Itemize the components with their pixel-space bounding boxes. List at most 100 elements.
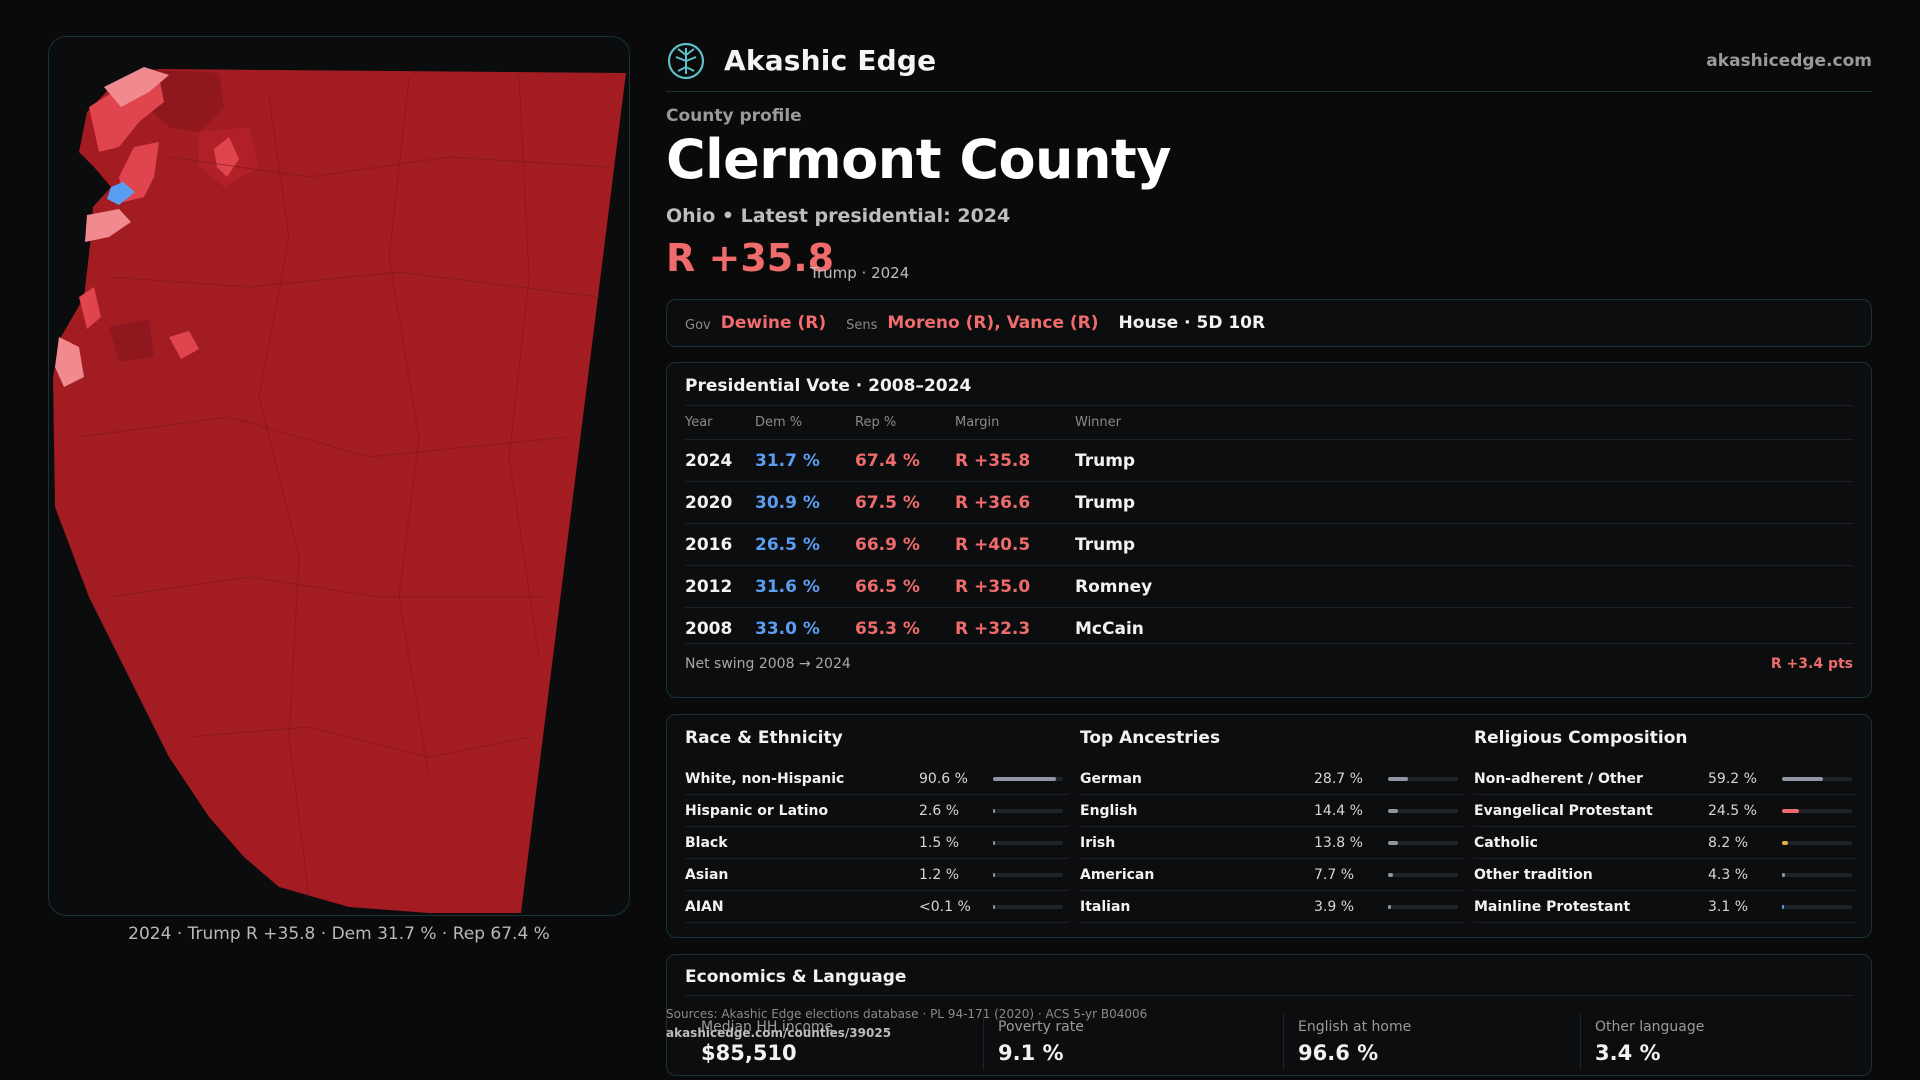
row-year: 2020: [685, 492, 733, 513]
item-name: Catholic: [1474, 834, 1538, 851]
share-bar-track: [1782, 872, 1852, 877]
econ-stat: Poverty rate 9.1 %: [983, 1013, 1263, 1069]
econ-stat-label: Poverty rate: [998, 1019, 1084, 1035]
share-bar-fill: [993, 840, 996, 845]
gov-label: Gov: [685, 317, 711, 333]
precinct-river-2: [104, 67, 169, 107]
item-name: Black: [685, 834, 728, 851]
row-dem: 31.7 %: [755, 450, 820, 471]
list-item: Irish 13.8 %: [1080, 827, 1464, 859]
item-name: Non-adherent / Other: [1474, 770, 1643, 787]
share-bar-track: [993, 872, 1063, 877]
item-percent: 1.5 %: [919, 834, 960, 851]
table-row: 2012 31.6 % 66.5 % R +35.0 Romney: [685, 565, 1853, 607]
row-winner: Trump: [1075, 450, 1136, 471]
item-percent: 13.8 %: [1314, 834, 1363, 851]
share-bar-fill: [1782, 808, 1800, 813]
profile-label: County profile: [666, 106, 802, 126]
item-percent: 14.4 %: [1314, 802, 1363, 819]
item-percent: <0.1 %: [919, 898, 971, 915]
map-caption: 2024 · Trump R +35.8 · Dem 31.7 % · Rep …: [128, 924, 550, 944]
econ-stat-value: 9.1 %: [998, 1041, 1064, 1065]
headline-margin: R +35.8: [666, 236, 835, 280]
table-row: 2020 30.9 % 67.5 % R +36.6 Trump: [685, 481, 1853, 523]
share-bar-track: [1782, 776, 1852, 781]
tree-globe-icon[interactable]: [666, 41, 706, 81]
demographics-card: Race & Ethnicity White, non-Hispanic 90.6…: [666, 714, 1872, 938]
item-percent: 24.5 %: [1708, 802, 1757, 819]
item-name: Other tradition: [1474, 866, 1593, 883]
item-name: German: [1080, 770, 1142, 787]
list-item: Mainline Protestant 3.1 %: [1474, 891, 1858, 923]
item-name: Mainline Protestant: [1474, 898, 1631, 915]
officials-bar: Gov Dewine (R) Sens Moreno (R), Vance (R…: [666, 299, 1872, 347]
table-header: Year Dem % Rep % Margin Winner: [685, 405, 1853, 439]
precinct-river-5: [214, 137, 239, 177]
econ-stat-label: Other language: [1595, 1019, 1705, 1035]
table-row: 2008 33.0 % 65.3 % R +32.3 McCain: [685, 607, 1853, 649]
religion-list: Non-adherent / Other 59.2 % Evangelical Pr…: [1474, 763, 1858, 923]
item-name: Hispanic or Latino: [685, 802, 829, 819]
row-winner: Trump: [1075, 492, 1136, 513]
item-name: White, non-Hispanic: [685, 770, 845, 787]
row-rep: 66.5 %: [855, 576, 920, 597]
site-link[interactable]: akashicedge.com: [1706, 50, 1872, 71]
row-dem: 30.9 %: [755, 492, 820, 513]
col-year: Year: [685, 415, 713, 430]
share-bar-fill: [1782, 840, 1788, 845]
share-bar-fill: [993, 808, 996, 813]
net-swing-label: Net swing 2008 → 2024: [685, 655, 851, 672]
share-bar-fill: [1782, 872, 1785, 877]
precinct-west-1: [55, 337, 84, 387]
votes-table: Year Dem % Rep % Margin Winner 2024 31.7…: [685, 405, 1853, 649]
list-item: English 14.4 %: [1080, 795, 1464, 827]
county-map[interactable]: [48, 36, 630, 916]
list-item: Catholic 8.2 %: [1474, 827, 1858, 859]
share-bar-track: [993, 840, 1063, 845]
precinct-blue: [107, 182, 135, 205]
item-percent: 1.2 %: [919, 866, 960, 883]
item-percent: 4.3 %: [1708, 866, 1749, 883]
precinct-lines: [78, 76, 610, 898]
row-margin: R +36.6: [955, 492, 1031, 513]
share-bar-fill: [1782, 776, 1824, 781]
row-year: 2024: [685, 450, 733, 471]
race-list: White, non-Hispanic 90.6 % Hispanic or Lat…: [685, 763, 1069, 923]
headline-margin-sub: Trump · 2024: [810, 264, 910, 282]
list-item: AIAN <0.1 %: [685, 891, 1069, 923]
econ-stat: Other language 3.4 %: [1580, 1013, 1860, 1069]
county-precinct-map[interactable]: [49, 37, 630, 916]
item-percent: 90.6 %: [919, 770, 968, 787]
sources-link[interactable]: akashicedge.com/counties/39025: [666, 1026, 892, 1040]
row-margin: R +35.8: [955, 450, 1031, 471]
col-winner: Winner: [1075, 415, 1122, 430]
list-item: White, non-Hispanic 90.6 %: [685, 763, 1069, 795]
sens-value: Moreno (R), Vance (R): [887, 313, 1099, 333]
econ-stat-value: $85,510: [701, 1041, 797, 1065]
economics-card: Economics & Language Median HH income $8…: [666, 954, 1872, 1076]
item-percent: 2.6 %: [919, 802, 960, 819]
item-name: AIAN: [685, 898, 724, 915]
share-bar-track: [1388, 904, 1458, 909]
share-bar-track: [1782, 904, 1852, 909]
share-bar-track: [1388, 808, 1458, 813]
share-bar-track: [1388, 840, 1458, 845]
econ-stat-label: Median HH income: [701, 1019, 834, 1035]
votes-title: Presidential Vote · 2008–2024: [685, 376, 972, 396]
share-bar-fill: [1388, 808, 1399, 813]
row-winner: McCain: [1075, 618, 1144, 639]
row-rep: 67.4 %: [855, 450, 920, 471]
share-bar-track: [993, 808, 1063, 813]
share-bar-track: [993, 776, 1063, 781]
share-bar-fill: [993, 776, 1057, 781]
col-margin: Margin: [955, 415, 1000, 430]
list-item: American 7.7 %: [1080, 859, 1464, 891]
row-margin: R +40.5: [955, 534, 1031, 555]
brand-name[interactable]: Akashic Edge: [724, 44, 937, 77]
item-percent: 3.1 %: [1708, 898, 1749, 915]
page-title: Clermont County: [666, 128, 1171, 191]
row-dem: 26.5 %: [755, 534, 820, 555]
list-item: Italian 3.9 %: [1080, 891, 1464, 923]
table-row: 2024 31.7 % 67.4 % R +35.8 Trump: [685, 439, 1853, 481]
econ-stat-value: 96.6 %: [1298, 1041, 1379, 1065]
